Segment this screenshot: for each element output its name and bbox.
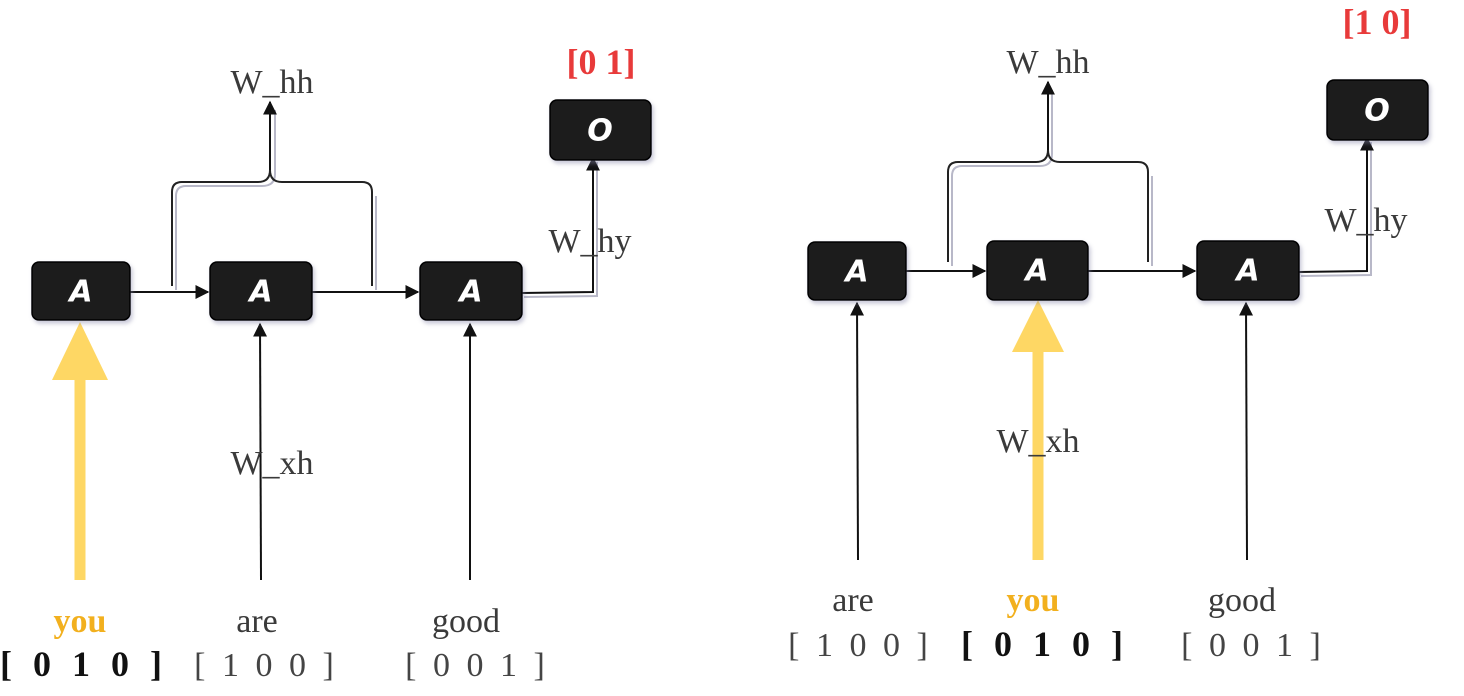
- right-node-1: A: [807, 241, 907, 301]
- left-word-2: are: [236, 603, 278, 640]
- right-output-node: O: [1326, 79, 1429, 141]
- left-node-2: A: [209, 261, 313, 321]
- right-hidden-brace: [947, 80, 1153, 266]
- right-output-value: [1 0]: [1343, 2, 1412, 42]
- left-diagram: A A A O [0 1] W_hh W_hy W_xh you [ 0 1 0…: [0, 42, 652, 684]
- right-vector-1: [ 1 0 0 ]: [788, 627, 932, 664]
- right-word-1: are: [832, 582, 874, 619]
- right-input-arrow-1: [850, 301, 865, 561]
- right-why-label: W_hy: [1324, 202, 1407, 239]
- left-why-label: W_hy: [548, 223, 631, 260]
- left-output-value: [0 1]: [567, 42, 636, 82]
- right-vector-2: [ 0 1 0 ]: [961, 624, 1129, 664]
- right-highlight-arrowhead: [1012, 300, 1064, 352]
- svg-text:O: O: [587, 114, 613, 149]
- right-word-2: you: [1007, 582, 1060, 619]
- left-vector-2: [ 1 0 0 ]: [194, 647, 338, 684]
- left-word-1: you: [54, 603, 107, 640]
- right-word-3: good: [1208, 582, 1276, 619]
- right-node-2: A: [986, 240, 1089, 301]
- svg-text:A: A: [843, 255, 868, 290]
- svg-text:A: A: [1023, 254, 1048, 289]
- svg-text:A: A: [1234, 254, 1259, 289]
- right-vector-3: [ 0 0 1 ]: [1181, 627, 1325, 664]
- left-highlight-arrowhead: [52, 322, 108, 380]
- left-node-3: A: [419, 261, 523, 321]
- left-vector-3: [ 0 0 1 ]: [405, 647, 549, 684]
- left-input-arrow-2: [253, 322, 268, 581]
- svg-text:A: A: [247, 275, 272, 310]
- left-whh-label: W_hh: [230, 64, 313, 101]
- right-wxh-label: W_xh: [996, 423, 1079, 460]
- right-output-arrow: [1298, 136, 1374, 273]
- svg-text:O: O: [1364, 94, 1390, 129]
- right-whh-label: W_hh: [1006, 44, 1089, 81]
- left-output-node: O: [549, 99, 652, 161]
- right-input-arrow-3: [1239, 301, 1254, 561]
- left-word-3: good: [432, 603, 500, 640]
- right-node-3: A: [1196, 240, 1300, 301]
- left-hidden-brace: [171, 100, 377, 290]
- right-diagram: A A A O [1 0] W_hh W_hy W_xh are [ 1 0 0…: [788, 2, 1429, 664]
- left-wxh-label: W_xh: [230, 445, 313, 482]
- left-output-arrow: [521, 156, 600, 294]
- left-node-1: A: [31, 261, 131, 321]
- svg-text:A: A: [457, 275, 482, 310]
- left-vector-1: [ 0 1 0 ]: [0, 644, 168, 684]
- svg-text:A: A: [67, 275, 92, 310]
